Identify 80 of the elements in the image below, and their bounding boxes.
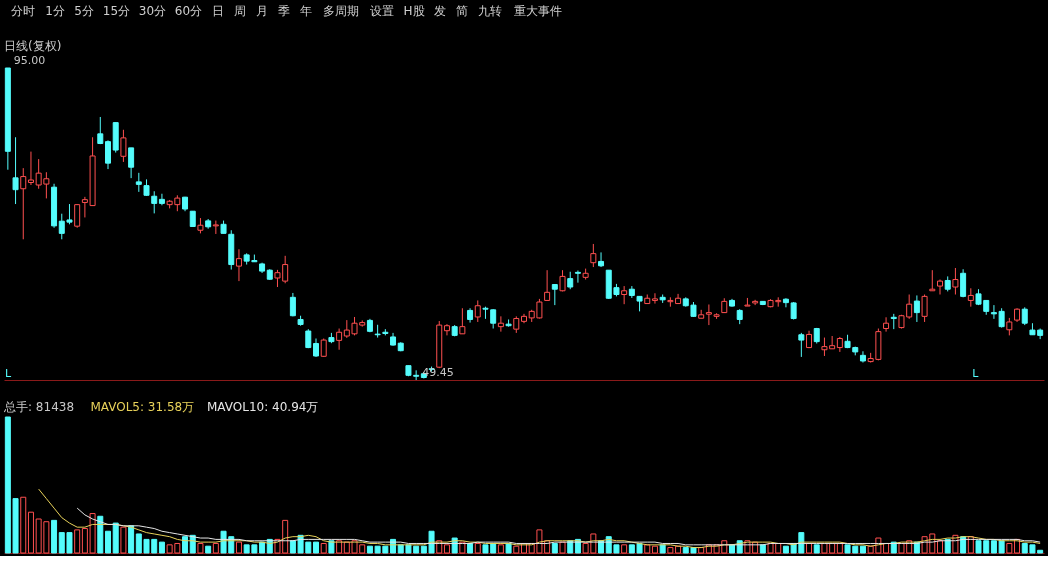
bar	[729, 544, 735, 554]
candlestick	[883, 316, 890, 333]
candlestick	[27, 151, 34, 186]
candlestick	[105, 139, 111, 170]
candlestick	[212, 220, 219, 235]
candlestick	[474, 299, 481, 323]
candlestick	[798, 332, 805, 358]
chart-title: 日线(复权)	[4, 39, 62, 53]
candlestick	[859, 350, 866, 364]
text: 年	[299, 4, 312, 18]
text: 30分	[138, 4, 167, 18]
bar	[944, 538, 951, 554]
candlestick	[598, 251, 605, 268]
text: MAVOL10: 40.94万	[207, 400, 319, 414]
bar	[813, 544, 820, 554]
candlestick	[590, 243, 597, 268]
bar	[97, 515, 104, 554]
text: 九转	[478, 4, 502, 18]
bar	[205, 545, 212, 554]
candlestick	[921, 294, 928, 323]
annotation: L	[972, 367, 980, 380]
candlestick	[128, 147, 135, 179]
bar	[467, 542, 474, 554]
text: 总手: 81438	[3, 400, 75, 414]
text: 发	[433, 4, 446, 18]
text: 季	[277, 4, 290, 18]
bar	[859, 545, 866, 554]
candlestick	[20, 167, 27, 240]
candlestick	[235, 248, 242, 282]
candlestick	[913, 294, 920, 323]
bar	[759, 544, 766, 554]
bar	[158, 541, 165, 554]
text: 5分	[74, 4, 94, 18]
candlestick	[151, 190, 158, 214]
text: 简	[455, 4, 468, 18]
bar	[128, 525, 135, 554]
candlestick	[967, 287, 974, 308]
bar	[659, 544, 666, 554]
bar	[505, 542, 512, 554]
candlestick	[937, 279, 943, 296]
candlestick	[443, 323, 450, 336]
candlestick	[574, 269, 581, 284]
candlestick	[952, 267, 959, 296]
candlestick	[313, 338, 319, 358]
bar	[551, 542, 558, 554]
candlestick	[551, 284, 558, 306]
annotation: L	[5, 367, 12, 380]
candlestick	[497, 315, 504, 333]
text: 1分	[45, 4, 65, 18]
candlestick	[158, 193, 165, 206]
candlestick	[544, 269, 551, 301]
candlestick	[12, 136, 19, 205]
candlestick	[120, 129, 127, 163]
text: 重大事件	[514, 4, 562, 18]
candlestick	[336, 328, 343, 351]
text: 多周期	[322, 4, 359, 18]
text: 15分	[102, 4, 131, 18]
candlestick	[621, 285, 628, 305]
candlestick	[459, 307, 466, 335]
text: 日	[211, 4, 224, 18]
bar	[890, 541, 897, 554]
text: 95.00	[13, 54, 46, 67]
bar	[182, 536, 189, 554]
candlestick	[74, 203, 81, 229]
text: 周	[233, 4, 246, 18]
candlestick	[651, 292, 658, 305]
text: 60分	[174, 4, 203, 18]
text: 设置	[370, 4, 394, 18]
text: 月	[255, 4, 268, 18]
candlestick	[960, 268, 967, 298]
bar	[313, 541, 319, 554]
bar	[112, 522, 119, 554]
bar	[960, 536, 967, 554]
bar	[51, 519, 58, 554]
text: MAVOL5: 31.58万	[90, 400, 195, 414]
candlestick	[135, 172, 142, 193]
text: H股	[403, 4, 425, 18]
candlestick	[97, 116, 104, 145]
bar	[105, 530, 111, 554]
text: 分时	[11, 4, 35, 18]
